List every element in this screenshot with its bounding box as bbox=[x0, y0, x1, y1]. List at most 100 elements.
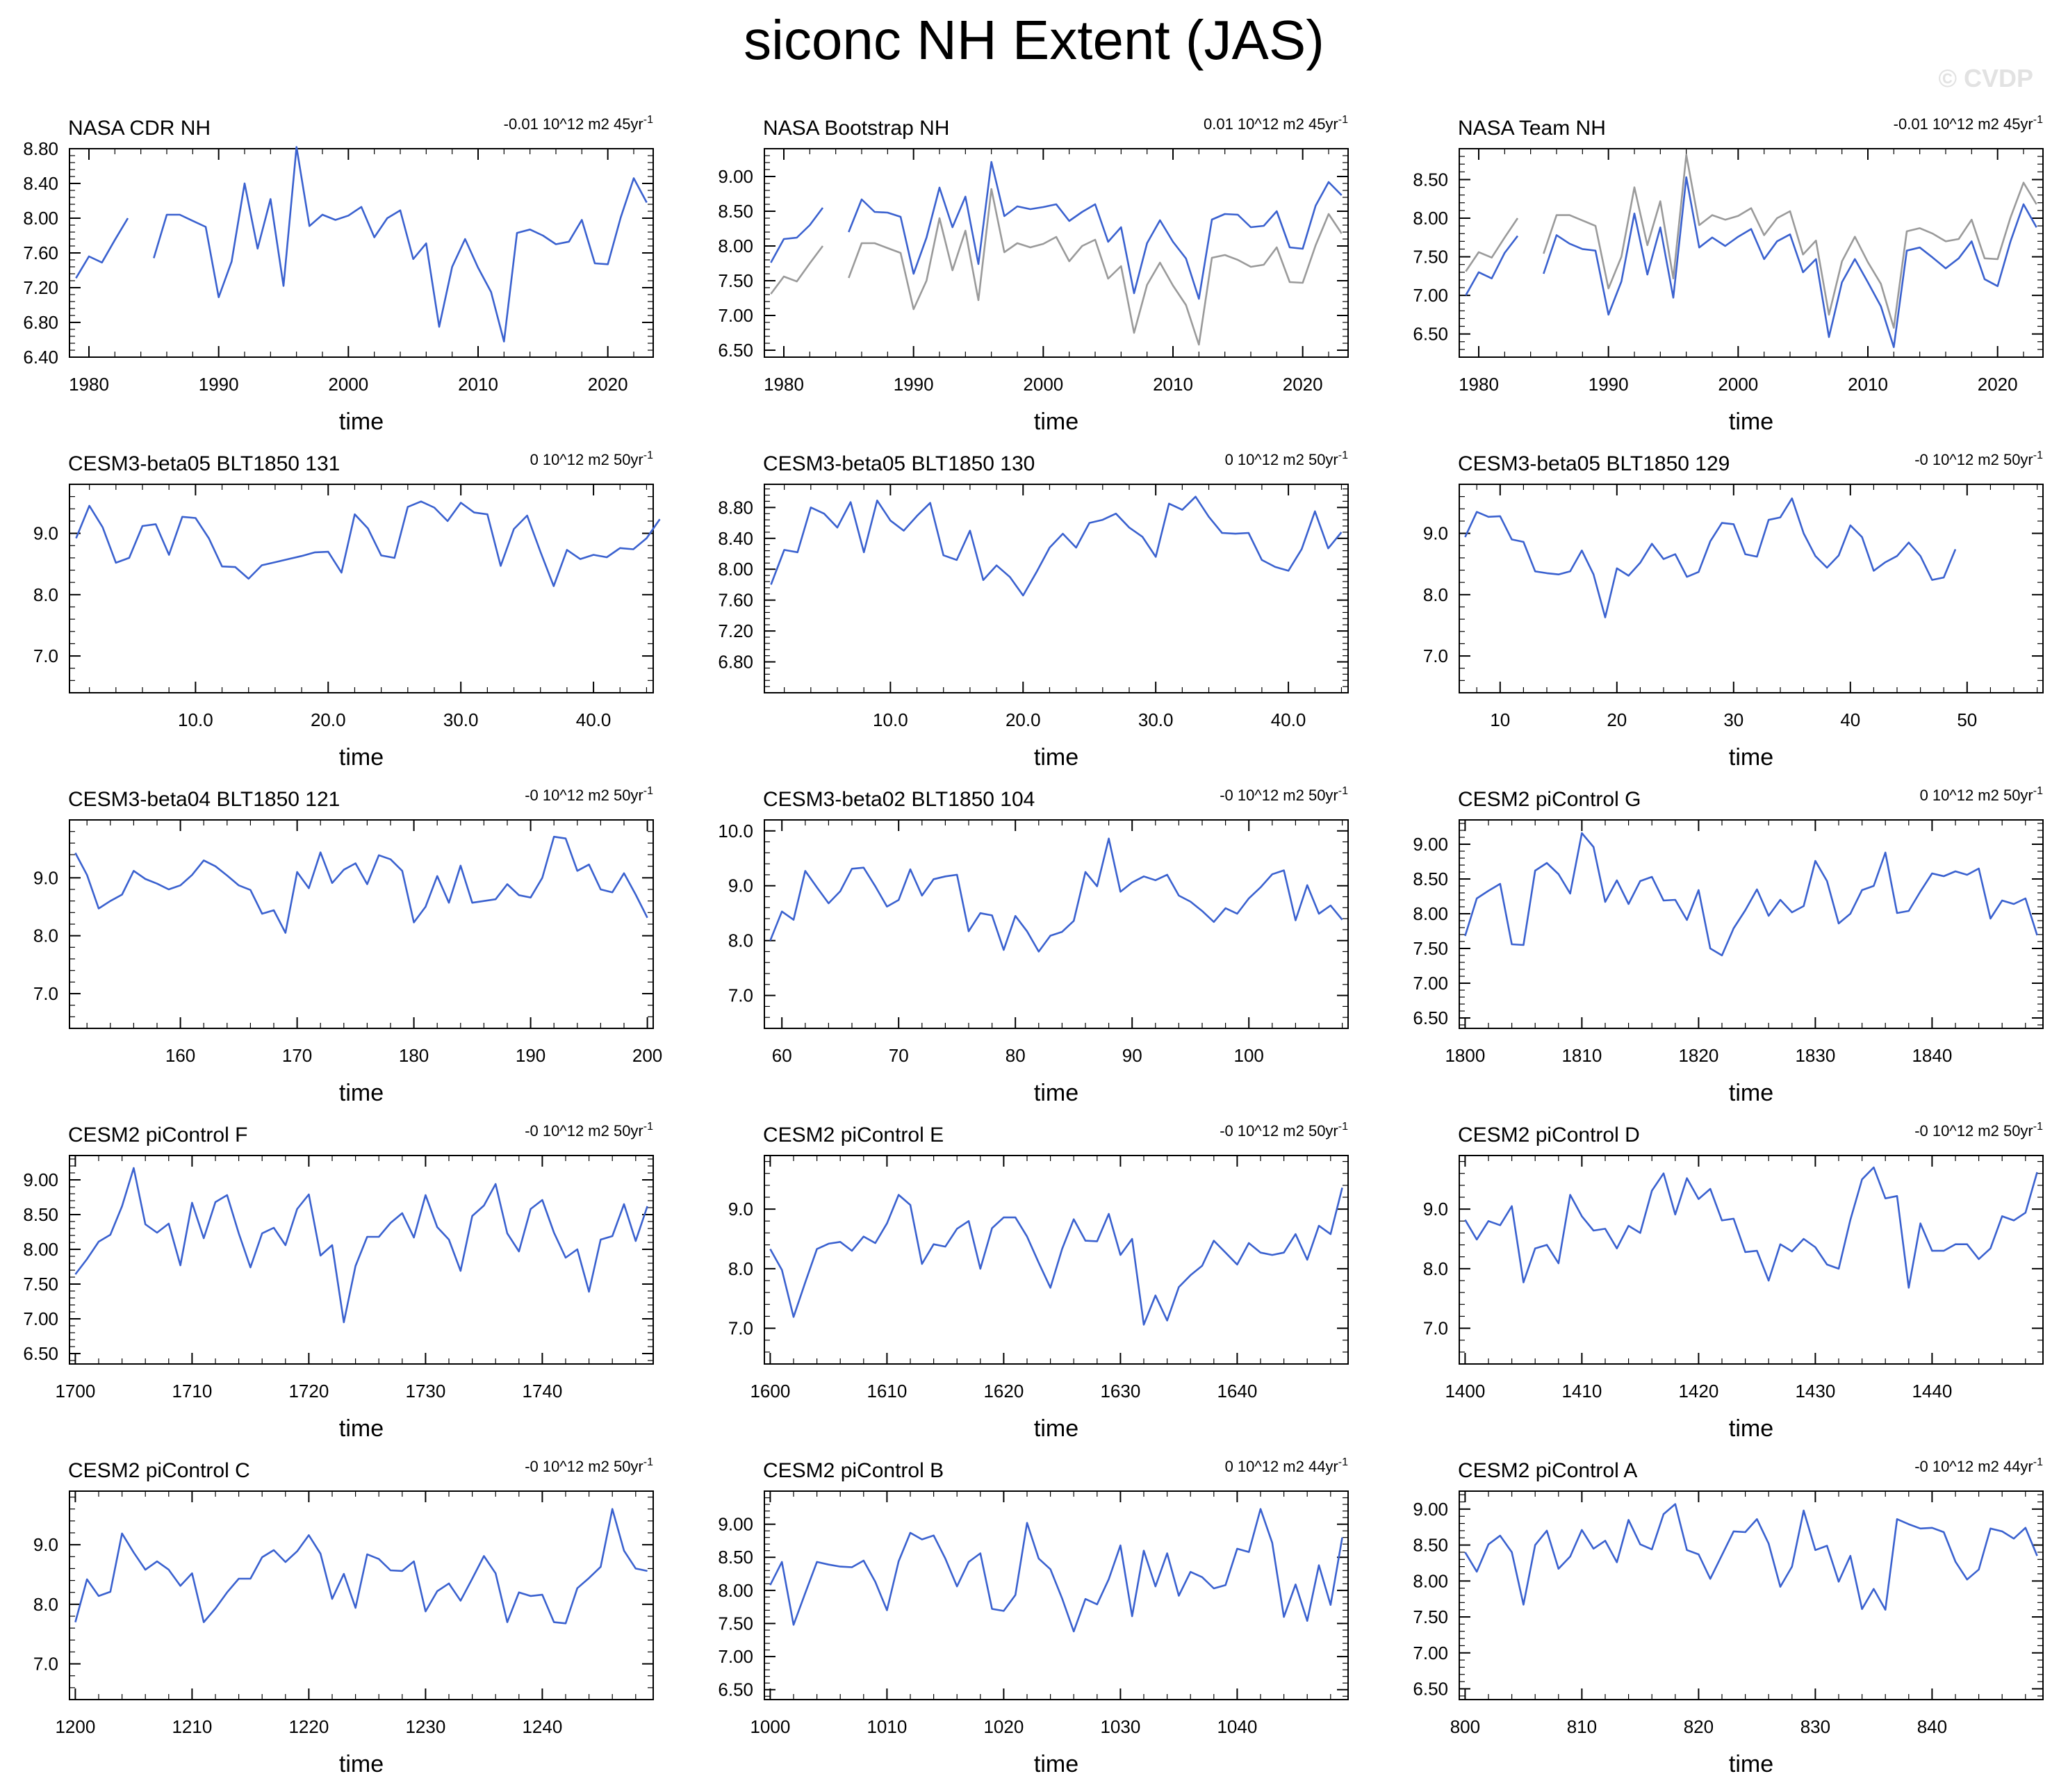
chart-panel: 160 170 180 190 200 7.0 8.0 9.0 CESM3-beta04 BLT… bbox=[33, 785, 662, 1106]
x-tick-label: 2000 bbox=[1718, 374, 1758, 395]
panel-title: CESM2 piControl D bbox=[1458, 1124, 1640, 1146]
trend-label: 0 10^12 m2 50yr-1 bbox=[1920, 785, 2044, 804]
trend-label: -0.01 10^12 m2 45yr-1 bbox=[504, 114, 653, 133]
x-tick-label: 1740 bbox=[522, 1381, 562, 1401]
y-tick-label: 7.50 bbox=[1413, 1606, 1448, 1627]
panel-title: CESM2 piControl G bbox=[1458, 788, 1641, 811]
x-tick-label: 1020 bbox=[983, 1716, 1024, 1737]
plot-frame bbox=[764, 484, 1349, 693]
chart-panel: 60 70 80 90 100 7.0 8.0 9.0 10.0 CESM3-beta02 BLT… bbox=[718, 785, 1349, 1106]
y-tick-label: 6.50 bbox=[718, 340, 753, 361]
y-tick-label: 6.50 bbox=[1413, 1678, 1448, 1699]
y-tick-label: 6.50 bbox=[23, 1343, 58, 1364]
y-tick-label: 8.80 bbox=[718, 497, 753, 518]
plot-frame bbox=[1459, 1490, 2044, 1700]
trend-label: -0 10^12 m2 50yr-1 bbox=[1220, 785, 1348, 804]
x-tick-label: 2010 bbox=[1153, 374, 1193, 395]
y-tick-label: 9.0 bbox=[33, 523, 58, 544]
y-tick-label: 8.50 bbox=[1413, 169, 1448, 190]
plot-frame bbox=[764, 148, 1349, 358]
y-tick-label: 8.00 bbox=[718, 1580, 753, 1601]
x-tick-label: 1720 bbox=[288, 1381, 329, 1401]
plot-frame bbox=[1459, 819, 2044, 1029]
primary-series-line bbox=[74, 1167, 648, 1324]
panel-title: CESM3-beta05 BLT1850 131 bbox=[68, 452, 340, 475]
chart-panel: 1980 1990 2000 2010 2020 6.50 7.00 7.50 8.00 8.50… bbox=[1413, 114, 2044, 435]
y-tick-label: 7.60 bbox=[718, 590, 753, 611]
trend-label: 0.01 10^12 m2 45yr-1 bbox=[1204, 114, 1348, 133]
y-tick-label: 6.80 bbox=[23, 312, 58, 333]
primary-series-line bbox=[769, 1508, 1343, 1633]
y-tick-label: 8.50 bbox=[718, 1547, 753, 1568]
x-tick-label: 20.0 bbox=[1006, 709, 1041, 730]
x-tick-label: 2000 bbox=[1023, 374, 1063, 395]
y-tick-label: 7.0 bbox=[1423, 646, 1448, 666]
y-tick-label: 7.50 bbox=[23, 1274, 58, 1294]
y-tick-label: 7.00 bbox=[718, 1646, 753, 1667]
chart-panel: 1980 1990 2000 2010 2020 6.40 6.80 7.20 7.60 8.00… bbox=[23, 114, 654, 435]
x-axis-label: time bbox=[1034, 409, 1078, 435]
trend-label: 0 10^12 m2 50yr-1 bbox=[530, 450, 654, 468]
x-axis-label: time bbox=[1729, 1415, 1773, 1442]
y-tick-label: 8.00 bbox=[23, 1239, 58, 1260]
x-tick-label: 2000 bbox=[328, 374, 368, 395]
x-tick-label: 2010 bbox=[1848, 374, 1888, 395]
y-tick-label: 9.00 bbox=[1413, 1499, 1448, 1520]
x-axis-label: time bbox=[1729, 744, 1773, 771]
main-title: siconc NH Extent (JAS) bbox=[744, 9, 1324, 71]
y-tick-label: 6.80 bbox=[718, 652, 753, 673]
x-tick-label: 20.0 bbox=[311, 709, 346, 730]
x-tick-label: 1000 bbox=[750, 1716, 790, 1737]
panel-title: NASA CDR NH bbox=[68, 117, 211, 140]
x-tick-label: 1980 bbox=[69, 374, 109, 395]
y-tick-label: 7.20 bbox=[718, 620, 753, 641]
plot-frame bbox=[69, 1155, 654, 1365]
reference-series-line bbox=[770, 188, 1343, 346]
chart-panel: 10 20 30 40 50 7.0 8.0 9.0 CESM3-beta05 BLT1850 … bbox=[1423, 450, 2044, 771]
y-tick-label: 9.0 bbox=[33, 1534, 58, 1555]
chart-panel: 1400 1410 1420 1430 1440 7.0 8.0 9.0 CESM2 piCon… bbox=[1423, 1121, 2044, 1442]
trend-label: -0 10^12 m2 44yr-1 bbox=[1914, 1456, 2043, 1475]
y-tick-label: 8.40 bbox=[718, 528, 753, 549]
y-tick-label: 7.00 bbox=[23, 1308, 58, 1329]
x-tick-label: 800 bbox=[1450, 1716, 1480, 1737]
panel-title: CESM2 piControl F bbox=[68, 1124, 247, 1146]
x-tick-label: 1640 bbox=[1217, 1381, 1257, 1401]
trend-label: -0 10^12 m2 50yr-1 bbox=[525, 1456, 653, 1475]
y-tick-label: 7.00 bbox=[1413, 1643, 1448, 1663]
x-tick-label: 1410 bbox=[1561, 1381, 1602, 1401]
x-tick-label: 2020 bbox=[588, 374, 628, 395]
x-tick-label: 1810 bbox=[1561, 1045, 1602, 1066]
x-tick-label: 2020 bbox=[1978, 374, 2018, 395]
x-tick-label: 1010 bbox=[867, 1716, 907, 1737]
y-tick-label: 9.0 bbox=[728, 876, 753, 896]
y-tick-label: 7.50 bbox=[1413, 938, 1448, 959]
x-tick-label: 10.0 bbox=[873, 709, 908, 730]
cvdp-watermark: © CVDP bbox=[1938, 64, 2033, 92]
x-tick-label: 10 bbox=[1490, 709, 1510, 730]
panel-title: CESM2 piControl B bbox=[763, 1459, 944, 1482]
chart-panel: 1980 1990 2000 2010 2020 6.50 7.00 7.50 8.00 8.50… bbox=[718, 114, 1349, 435]
y-tick-label: 8.80 bbox=[23, 138, 58, 159]
x-tick-label: 2020 bbox=[1283, 374, 1323, 395]
plot-frame bbox=[1459, 1155, 2044, 1365]
y-tick-label: 9.0 bbox=[33, 867, 58, 888]
x-tick-label: 60 bbox=[772, 1045, 792, 1066]
x-tick-label: 10.0 bbox=[178, 709, 213, 730]
x-axis-label: time bbox=[1034, 1080, 1078, 1106]
panel-title: CESM3-beta04 BLT1850 121 bbox=[68, 788, 340, 811]
x-tick-label: 1420 bbox=[1678, 1381, 1718, 1401]
y-tick-label: 6.40 bbox=[23, 347, 58, 368]
primary-series-line bbox=[1464, 498, 1957, 618]
x-tick-label: 1800 bbox=[1445, 1045, 1485, 1066]
x-tick-label: 50 bbox=[1957, 709, 1977, 730]
chart-panel: 1600 1610 1620 1630 1640 7.0 8.0 9.0 CESM2 piCon… bbox=[728, 1121, 1349, 1442]
primary-series-line bbox=[769, 837, 1343, 953]
x-tick-label: 100 bbox=[1234, 1045, 1264, 1066]
y-tick-label: 8.0 bbox=[728, 930, 753, 951]
panel-title: CESM3-beta05 BLT1850 129 bbox=[1458, 452, 1730, 475]
x-tick-label: 1200 bbox=[55, 1716, 95, 1737]
x-tick-label: 20 bbox=[1607, 709, 1627, 730]
x-axis-label: time bbox=[1034, 744, 1078, 771]
trend-label: -0.01 10^12 m2 45yr-1 bbox=[1894, 114, 2043, 133]
